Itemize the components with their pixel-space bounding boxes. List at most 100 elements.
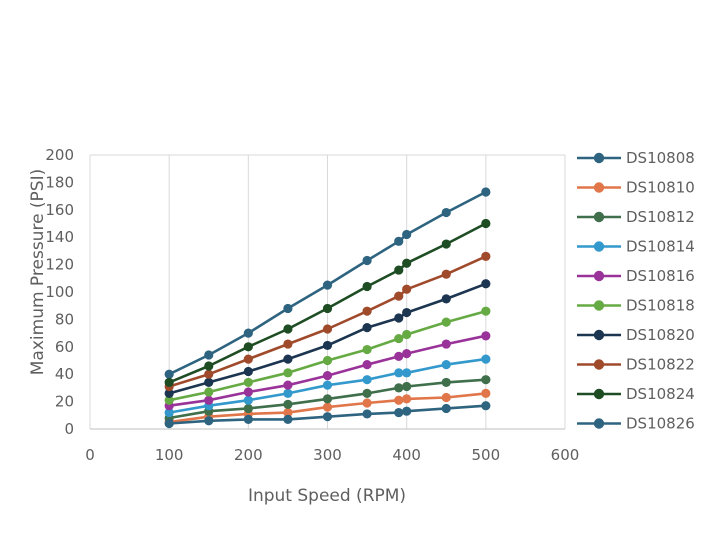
data-point xyxy=(402,258,412,268)
data-point xyxy=(243,366,253,377)
data-point xyxy=(243,328,253,338)
y-tick-label: 160 xyxy=(45,201,74,219)
legend-item: DS10816 xyxy=(577,267,695,285)
data-point xyxy=(402,368,412,378)
legend-marker xyxy=(593,388,605,400)
data-point xyxy=(394,395,404,405)
data-point xyxy=(283,303,293,314)
data-point xyxy=(204,369,214,379)
data-point xyxy=(283,380,293,390)
data-point xyxy=(441,317,451,327)
legend-label: DS10826 xyxy=(626,415,695,433)
series-DS10808 xyxy=(164,187,491,379)
legend-marker xyxy=(593,152,605,164)
data-point xyxy=(322,380,333,390)
legend-marker xyxy=(593,300,605,311)
data-point xyxy=(204,395,214,405)
data-point xyxy=(402,284,412,294)
data-point xyxy=(441,239,451,249)
data-point xyxy=(394,407,404,418)
data-point xyxy=(204,387,214,397)
series-line xyxy=(168,222,487,384)
legend-item: DS10814 xyxy=(577,238,695,256)
x-tick-label: 600 xyxy=(551,446,580,464)
data-point xyxy=(441,339,451,349)
x-tick-label: 300 xyxy=(313,446,342,464)
legend-item: DS10810 xyxy=(577,179,695,197)
legend-label: DS10820 xyxy=(626,326,695,344)
data-point xyxy=(481,251,491,261)
x-axis-title: Input Speed (RPM) xyxy=(248,486,406,506)
y-tick-label: 200 xyxy=(45,146,74,164)
series-line xyxy=(168,190,487,376)
data-point xyxy=(481,306,491,316)
data-point xyxy=(362,306,372,316)
data-point xyxy=(441,360,451,370)
data-point xyxy=(402,329,412,340)
x-tick-label: 500 xyxy=(472,446,501,464)
data-point xyxy=(204,361,214,371)
y-tick-label: 80 xyxy=(55,310,74,328)
x-tick-label: 400 xyxy=(392,446,421,464)
data-point xyxy=(441,294,451,304)
data-point xyxy=(402,349,412,359)
data-point xyxy=(402,394,412,404)
data-point xyxy=(394,383,404,393)
data-point xyxy=(362,255,372,266)
y-tick-label: 100 xyxy=(45,283,74,301)
series-line xyxy=(168,309,487,402)
data-point xyxy=(402,307,412,318)
x-tick-label: 0 xyxy=(85,446,95,464)
data-point xyxy=(164,377,174,388)
data-point xyxy=(481,354,491,364)
data-point xyxy=(322,412,333,422)
y-tick-label: 180 xyxy=(45,173,74,191)
data-point xyxy=(283,414,293,425)
data-point xyxy=(164,388,174,398)
y-tick-label: 0 xyxy=(64,420,74,438)
data-point xyxy=(322,402,333,412)
data-point xyxy=(481,401,491,411)
series-line xyxy=(168,282,487,395)
series-DS10826 xyxy=(164,401,491,429)
series-DS10816 xyxy=(164,331,491,411)
x-tick-label: 100 xyxy=(155,446,184,464)
data-point xyxy=(243,354,253,364)
legend-marker xyxy=(593,270,605,282)
legend-label: DS10814 xyxy=(626,238,695,256)
data-point xyxy=(243,342,253,352)
data-point xyxy=(394,265,404,275)
series-DS10818 xyxy=(164,306,491,405)
data-point xyxy=(441,377,451,388)
data-point xyxy=(362,388,372,398)
y-tick-label: 60 xyxy=(55,338,74,356)
legend-label: DS10812 xyxy=(626,208,695,226)
data-point xyxy=(362,375,372,385)
data-point xyxy=(164,369,174,379)
data-point xyxy=(322,280,333,290)
data-point xyxy=(322,340,333,351)
data-point xyxy=(283,324,293,334)
legend-label: DS10808 xyxy=(626,149,695,167)
data-point xyxy=(283,407,293,418)
data-point xyxy=(283,354,293,364)
legend-item: DS10818 xyxy=(577,297,695,315)
data-point xyxy=(441,207,451,218)
legend-marker xyxy=(593,329,605,341)
data-point xyxy=(481,218,491,229)
legend-item: DS10820 xyxy=(577,326,695,344)
legend-item: DS10812 xyxy=(577,208,695,226)
data-point xyxy=(322,324,333,334)
data-point xyxy=(204,350,214,360)
data-point xyxy=(441,392,451,403)
data-point xyxy=(394,368,404,378)
legend-marker xyxy=(593,418,605,429)
legend-label: DS10822 xyxy=(626,356,695,374)
legend-label: DS10816 xyxy=(626,267,695,285)
data-point xyxy=(362,409,372,419)
data-point xyxy=(243,387,253,397)
data-point xyxy=(243,414,253,425)
y-tick-label: 120 xyxy=(45,256,74,274)
legend: DS10808 DS10810 DS10812 DS10814 DS10816 DS108… xyxy=(577,149,695,433)
data-point xyxy=(441,403,451,414)
